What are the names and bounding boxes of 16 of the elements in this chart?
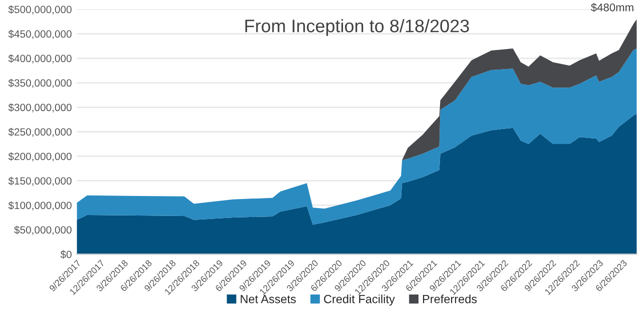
y-tick-label: $200,000,000 (8, 152, 72, 162)
y-tick-label: $0 (60, 250, 72, 259)
y-tick-label: $250,000,000 (8, 128, 72, 137)
y-tick-label: $350,000,000 (8, 78, 72, 88)
legend-label: Credit Facility (324, 294, 395, 306)
legend-label: Preferreds (423, 294, 477, 304)
y-tick-label: $150,000,000 (8, 176, 72, 186)
y-tick-label: $400,000,000 (8, 54, 72, 64)
legend-label: Net Assets (240, 295, 296, 304)
annotation: $480mm (590, 3, 634, 12)
y-tick-label: $50,000,000 (14, 226, 72, 235)
text: From Inception to 8/18/2023 (245, 19, 469, 36)
y-tick-label: $500,000,000 (8, 5, 72, 14)
y-tick-label: $100,000,000 (8, 201, 72, 210)
y-tick-label: $450,000,000 (8, 30, 72, 39)
y-tick-label: $300,000,000 (8, 103, 72, 112)
